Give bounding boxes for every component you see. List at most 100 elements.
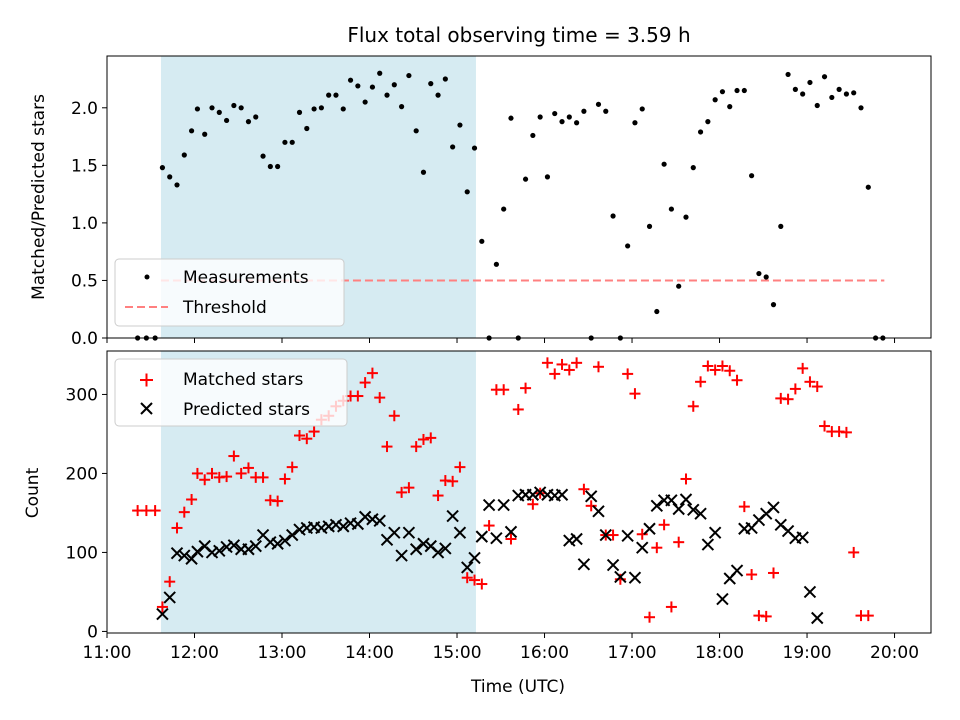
matched-star-point bbox=[673, 536, 685, 548]
predicted-star-point bbox=[708, 526, 722, 539]
predicted-star-point bbox=[446, 509, 459, 523]
measurement-point bbox=[188, 128, 195, 134]
predicted-star-point bbox=[163, 591, 176, 604]
predicted-star-point bbox=[220, 540, 233, 554]
y-tick-label: 2.0 bbox=[71, 99, 98, 119]
predicted-star-point bbox=[606, 558, 620, 572]
matched-star-point bbox=[417, 433, 429, 445]
measurement-point bbox=[595, 101, 602, 107]
predicted-star-point bbox=[701, 538, 715, 551]
predicted-star-point bbox=[227, 539, 241, 552]
x-tick-label: 14:00 bbox=[345, 643, 394, 663]
y-tick-label: 300 bbox=[66, 385, 98, 405]
measurement-point bbox=[384, 92, 390, 98]
predicted-star-point bbox=[358, 510, 372, 524]
matched-star-point bbox=[651, 542, 663, 554]
measurement-point bbox=[420, 169, 427, 175]
predicted-star-point bbox=[650, 499, 664, 513]
predicted-star-point bbox=[599, 528, 612, 542]
measurement-point bbox=[683, 214, 689, 220]
matched-star-point bbox=[374, 392, 386, 404]
predicted-star-point bbox=[213, 544, 226, 558]
measurement-point bbox=[749, 173, 755, 179]
matched-star-point bbox=[789, 383, 801, 395]
matched-star-point bbox=[585, 500, 597, 512]
bottom-y-axis-label: Count bbox=[23, 467, 43, 518]
matched-star-point bbox=[447, 475, 459, 487]
bottom-panel: 0 100 200 300 11:00 12:00 13:00 14:00 15:00 16:0… bbox=[23, 350, 932, 697]
predicted-star-point bbox=[475, 530, 489, 543]
matched-star-point bbox=[629, 388, 641, 400]
measurement-point bbox=[457, 122, 463, 128]
matched-star-point bbox=[804, 376, 816, 388]
y-tick-label: 1.5 bbox=[71, 156, 98, 176]
measurement-point bbox=[464, 189, 470, 195]
measurement-point bbox=[763, 274, 769, 280]
measurement-point bbox=[785, 71, 791, 78]
matched-star-point bbox=[797, 362, 809, 374]
matched-star-point bbox=[410, 441, 422, 453]
measurement-point bbox=[377, 70, 383, 76]
y-tick-label: 0.0 bbox=[71, 329, 98, 349]
x-tick-label: 17:00 bbox=[608, 643, 657, 663]
x-tick-label: 16:00 bbox=[520, 643, 569, 663]
predicted-star-point bbox=[402, 526, 416, 539]
measurement-point bbox=[202, 131, 208, 137]
matched-star-point bbox=[644, 611, 656, 623]
matched-star-point bbox=[396, 486, 408, 498]
x-axis-label: Time (UTC) bbox=[470, 677, 565, 697]
predicted-star-point bbox=[730, 564, 744, 577]
predicted-star-point bbox=[156, 607, 169, 621]
predicted-star-point bbox=[388, 526, 401, 539]
predicted-star-point bbox=[643, 522, 656, 535]
predicted-star-point bbox=[796, 531, 809, 544]
predicted-star-point bbox=[614, 570, 627, 584]
measurement-point bbox=[843, 91, 850, 97]
matched-star-point bbox=[760, 610, 772, 622]
measurement-point bbox=[821, 74, 828, 80]
measurement-point bbox=[347, 77, 354, 83]
matched-star-point bbox=[228, 450, 240, 462]
predicted-star-point bbox=[170, 547, 184, 560]
top-y-axis-label: Matched/Predicted stars bbox=[29, 94, 49, 300]
measurement-point bbox=[778, 223, 784, 229]
measurement-point bbox=[326, 92, 332, 98]
measurement-points bbox=[135, 70, 886, 341]
predicted-star-point bbox=[322, 520, 335, 533]
measurement-point bbox=[223, 117, 230, 124]
measurement-point bbox=[807, 79, 813, 86]
matched-star-point bbox=[425, 432, 437, 444]
matched-star-point bbox=[171, 522, 183, 534]
x-tick-label: 13:00 bbox=[258, 643, 307, 663]
top-y-ticks: 0.0 0.5 1.0 1.5 2.0 bbox=[71, 99, 107, 349]
matched-star-point bbox=[782, 393, 794, 405]
predicted-star-point bbox=[417, 537, 430, 550]
measurement-point bbox=[391, 82, 397, 88]
measurement-point bbox=[159, 165, 166, 171]
y-tick-label: 100 bbox=[66, 543, 98, 563]
predicted-star-point bbox=[811, 611, 824, 625]
matched-star-point bbox=[476, 578, 488, 590]
predicted-star-point bbox=[716, 592, 729, 606]
measurement-point bbox=[216, 109, 222, 115]
measurement-point bbox=[267, 163, 273, 170]
matched-star-point bbox=[505, 533, 517, 545]
x-tick-label: 15:00 bbox=[433, 643, 482, 663]
measurement-point bbox=[865, 184, 871, 190]
matched-star-point bbox=[381, 441, 393, 453]
matched-star-point bbox=[607, 529, 619, 541]
measurement-point bbox=[369, 84, 376, 90]
measurement-point bbox=[471, 145, 478, 151]
top-legend: Measurements Threshold bbox=[114, 258, 345, 327]
matched-star-point bbox=[731, 374, 743, 386]
measurement-point bbox=[727, 104, 733, 110]
y-tick-label: 0 bbox=[87, 622, 98, 642]
matched-star-point bbox=[520, 382, 532, 394]
matched-star-point bbox=[687, 400, 699, 412]
matched-star-point bbox=[840, 426, 852, 438]
predicted-star-point bbox=[366, 513, 379, 526]
matched-star-point bbox=[512, 403, 524, 415]
bottom-axes-frame bbox=[106, 350, 932, 634]
measurement-point bbox=[493, 261, 499, 267]
